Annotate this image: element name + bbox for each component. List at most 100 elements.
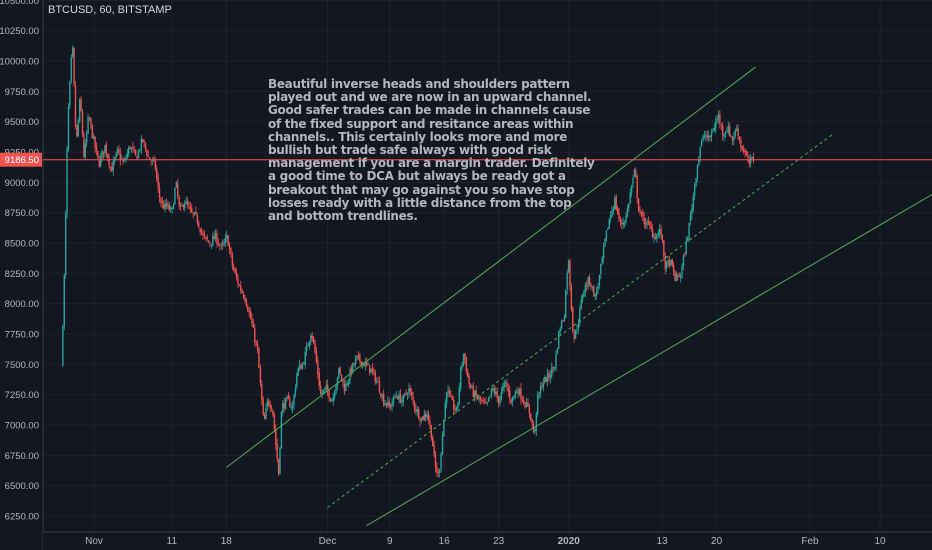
candle-down — [106, 154, 109, 159]
candle-down — [496, 390, 498, 398]
candle-down — [216, 233, 218, 244]
candle-down — [510, 399, 512, 404]
candle-up — [104, 145, 106, 153]
candle-up — [667, 260, 669, 263]
candle-down — [182, 205, 185, 208]
candle-up — [597, 285, 599, 292]
candle-down — [382, 394, 385, 405]
candle-down — [745, 151, 748, 156]
candle-down — [664, 256, 666, 270]
candle-up — [503, 382, 505, 388]
channel-line-lower[interactable] — [366, 116, 932, 527]
candle-down — [672, 265, 675, 272]
candle-down — [640, 212, 643, 214]
candle-up — [458, 386, 461, 403]
candle-down — [283, 402, 285, 409]
time-tick-label: Feb — [801, 536, 819, 547]
candle-down — [249, 311, 252, 319]
candle-down — [399, 393, 402, 403]
candle-down — [468, 376, 470, 385]
candle-up — [514, 392, 517, 397]
candle-up — [489, 395, 491, 397]
candle-up — [70, 57, 72, 81]
candle-up — [67, 106, 70, 150]
candle-up — [700, 140, 703, 147]
candle-up — [695, 178, 697, 186]
candle-down — [635, 169, 637, 177]
candle-up — [126, 153, 129, 159]
candle-up — [626, 208, 629, 217]
candle-up — [286, 396, 288, 399]
candle-down — [360, 361, 362, 366]
candle-up — [338, 368, 340, 378]
candle-up — [525, 402, 528, 408]
candle-down — [160, 198, 162, 203]
candle-down — [192, 212, 194, 214]
candle-down — [668, 260, 671, 267]
candle-down — [476, 396, 479, 399]
candle-down — [237, 277, 239, 285]
candle-up — [685, 241, 687, 255]
candle-down — [616, 207, 619, 214]
channel-line-upper[interactable] — [226, 66, 756, 468]
time-tick-label: 9 — [387, 536, 393, 547]
time-tick-label: 16 — [439, 536, 451, 547]
candle-down — [619, 219, 622, 222]
candle-down — [521, 399, 524, 401]
price-axis-background — [0, 0, 43, 550]
candle-down — [719, 114, 721, 124]
candle-down — [275, 429, 277, 445]
candle-up — [370, 368, 372, 374]
candle-down — [154, 159, 157, 170]
candle-up — [580, 299, 582, 309]
candle-down — [482, 399, 484, 401]
candle-down — [562, 320, 564, 322]
candle-down — [199, 228, 201, 233]
candle-down — [98, 158, 100, 167]
candle-down — [230, 248, 232, 255]
candle-up — [78, 99, 81, 122]
price-axis[interactable]: 6250.00 6500.00 6750.00 7000.00 7250.00 7500.… — [0, 0, 44, 550]
candle-up — [332, 397, 334, 402]
price-tick-label: 7250.00 — [5, 390, 39, 401]
candle-up — [84, 143, 86, 158]
candle-down — [548, 373, 550, 378]
candle-up — [301, 364, 304, 369]
candle-up — [686, 238, 689, 242]
candle-down — [158, 187, 161, 198]
candle-up — [513, 395, 515, 398]
candle-up — [538, 392, 540, 394]
candle-down — [276, 443, 278, 460]
candle-down — [95, 146, 98, 151]
channel-trendlines[interactable] — [226, 66, 932, 527]
candle-up — [87, 117, 89, 134]
candle-down — [213, 235, 215, 240]
candle-up — [406, 394, 409, 396]
candle-up — [734, 130, 736, 137]
candle-down — [219, 245, 221, 246]
candle-up — [220, 244, 222, 246]
candle-up — [553, 367, 556, 370]
annotation-text[interactable]: Beautiful inverse heads and shoulders pa… — [268, 77, 595, 224]
candle-down — [417, 409, 420, 419]
candle-up — [130, 147, 133, 149]
candle-down — [409, 388, 411, 392]
candle-down — [189, 206, 192, 210]
candle-up — [444, 403, 447, 420]
candle-up — [455, 408, 458, 411]
candle-down — [261, 384, 263, 400]
candle-down — [412, 396, 414, 402]
candle-up — [710, 132, 713, 138]
channel-line-middle[interactable] — [327, 133, 834, 508]
candle-up — [139, 149, 141, 151]
time-axis[interactable]: Nov 11 18 Dec 9 16 23 2020 13 20 Feb 10 — [43, 531, 932, 550]
candle-down — [238, 285, 241, 286]
candle-up — [304, 351, 306, 365]
candle-down — [203, 233, 206, 236]
candle-up — [556, 348, 559, 354]
candle-up — [605, 230, 608, 239]
candle-up — [325, 385, 327, 389]
candle-down — [450, 394, 452, 398]
candle-up — [703, 136, 706, 137]
